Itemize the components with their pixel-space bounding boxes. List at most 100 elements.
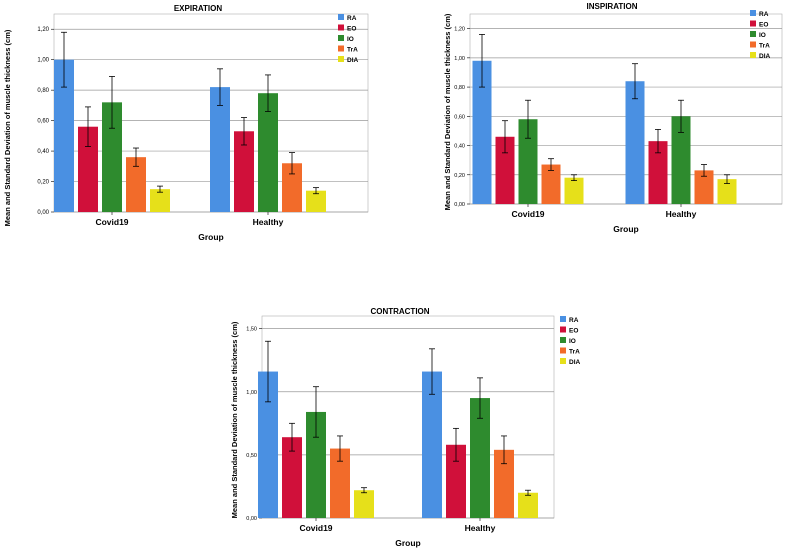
bar-tra-healthy — [494, 449, 514, 518]
bar-tra-covid19 — [126, 157, 146, 212]
legend-swatch-dia — [750, 52, 756, 58]
legend-swatch-io — [750, 31, 756, 37]
legend-swatch-eo — [750, 20, 756, 27]
legend-label-eo: EO — [569, 328, 578, 335]
legend-swatch-tra — [560, 347, 566, 354]
legend-label-dia: DIA — [347, 57, 359, 64]
bar-dia-healthy — [518, 492, 538, 518]
y-tick-label: 0,60 — [454, 114, 465, 120]
legend-label-tra: TrA — [759, 43, 770, 50]
bar-eo-healthy — [446, 444, 466, 518]
legend-swatch-dia — [338, 56, 344, 62]
bar-ra-healthy — [625, 81, 645, 204]
legend-swatch-tra — [750, 41, 756, 48]
legend-label-eo: EO — [759, 22, 768, 29]
legend-swatch-ra — [560, 316, 566, 322]
bar-tra-covid19 — [541, 164, 561, 204]
x-tick-label: Healthy — [465, 523, 496, 533]
chart-title: INSPIRATION — [587, 2, 638, 11]
x-tick-label: Covid19 — [511, 209, 544, 219]
bar-ra-covid19 — [258, 371, 278, 518]
bar-dia-healthy — [717, 179, 737, 204]
legend-label-eo: EO — [347, 26, 356, 33]
bar-eo-covid19 — [78, 126, 98, 212]
legend-label-io: IO — [569, 338, 576, 345]
legend-label-dia: DIA — [569, 359, 581, 366]
y-tick-label: 1,00 — [246, 390, 257, 396]
y-tick-label: 1,20 — [37, 27, 49, 33]
x-axis-label: Group — [613, 224, 639, 234]
legend-label-dia: DIA — [759, 53, 771, 60]
chart-title: CONTRACTION — [370, 307, 429, 316]
legend: RA EO IO TrA DIA — [560, 316, 581, 366]
bar-ra-healthy — [422, 371, 442, 518]
legend: RA EO IO TrA DIA — [338, 14, 359, 64]
bar-ra-covid19 — [54, 59, 74, 212]
bar-io-healthy — [671, 116, 691, 204]
legend-swatch-ra — [750, 10, 756, 16]
bar-tra-healthy — [282, 163, 302, 212]
y-tick-label: 0,40 — [454, 144, 465, 150]
x-tick-label: Healthy — [253, 217, 284, 227]
bar-dia-covid19 — [150, 189, 170, 212]
legend-swatch-eo — [560, 326, 566, 333]
legend-swatch-tra — [338, 45, 344, 52]
chart-inspiration: 0,00 0,20 0,40 0,60 0,80 1,00 1,20 Covid19 Healt… — [443, 2, 783, 234]
bar-io-healthy — [470, 398, 490, 518]
bar-eo-healthy — [648, 141, 668, 204]
y-tick-label: 0,00 — [454, 202, 465, 208]
bar-io-healthy — [258, 93, 278, 212]
bar-ra-covid19 — [472, 60, 492, 205]
y-axis-label: Mean and Standard Deviation of muscle th… — [3, 29, 12, 226]
y-axis-label: Mean and Standard Deviation of muscle th… — [230, 321, 239, 518]
bar-dia-covid19 — [354, 490, 374, 518]
y-tick-label: 0,00 — [246, 516, 257, 522]
bar-dia-covid19 — [564, 177, 584, 204]
x-axis-label: Group — [395, 538, 421, 548]
y-tick-label: 0,20 — [454, 173, 465, 179]
bar-io-covid19 — [102, 102, 122, 212]
legend-label-ra: RA — [569, 317, 579, 324]
legend-label-tra: TrA — [347, 47, 358, 54]
y-tick-label: 0,50 — [246, 453, 257, 459]
chart-expiration: 0,00 0,20 0,40 0,60 0,80 1,00 1,20 Covid19 Healt… — [3, 4, 369, 242]
bar-io-covid19 — [518, 119, 538, 204]
y-tick-label: 0,60 — [37, 119, 49, 125]
legend-label-ra: RA — [759, 11, 769, 18]
y-tick-label: 0,80 — [454, 85, 465, 91]
bar-eo-covid19 — [495, 136, 515, 204]
legend-label-io: IO — [347, 36, 354, 43]
y-tick-label: 1,20 — [454, 27, 465, 33]
bar-eo-healthy — [234, 131, 254, 212]
legend-label-io: IO — [759, 32, 766, 39]
bar-tra-covid19 — [330, 448, 350, 518]
x-tick-label: Covid19 — [299, 523, 332, 533]
bar-tra-healthy — [694, 170, 714, 204]
chart-title: EXPIRATION — [174, 4, 223, 13]
legend-swatch-dia — [560, 358, 566, 364]
chart-contraction: 0,00 0,50 1,00 1,50 Covid19 Healthy CONTRACTIO… — [230, 307, 581, 548]
legend-swatch-io — [338, 35, 344, 41]
y-tick-label: 1,00 — [37, 58, 49, 64]
bar-eo-covid19 — [282, 437, 302, 518]
bar-io-covid19 — [306, 411, 326, 518]
y-tick-label: 0,40 — [37, 149, 49, 155]
legend: RA EO IO TrA DIA — [750, 10, 771, 60]
legend-label-tra: TrA — [569, 349, 580, 356]
legend-swatch-eo — [338, 24, 344, 31]
bar-dia-healthy — [306, 190, 326, 212]
legend-label-ra: RA — [347, 15, 357, 22]
x-tick-label: Healthy — [666, 209, 697, 219]
y-tick-label: 1,00 — [454, 56, 465, 62]
y-tick-label: 0,00 — [37, 210, 49, 216]
x-axis-label: Group — [198, 232, 224, 242]
bar-ra-healthy — [210, 87, 230, 212]
y-tick-label: 0,20 — [37, 180, 49, 186]
legend-swatch-io — [560, 337, 566, 343]
x-tick-label: Covid19 — [95, 217, 128, 227]
y-axis-label: Mean and Standard Deviation of muscle th… — [443, 13, 452, 210]
y-tick-label: 0,80 — [37, 88, 49, 94]
y-tick-label: 1,50 — [246, 327, 257, 333]
legend-swatch-ra — [338, 14, 344, 20]
